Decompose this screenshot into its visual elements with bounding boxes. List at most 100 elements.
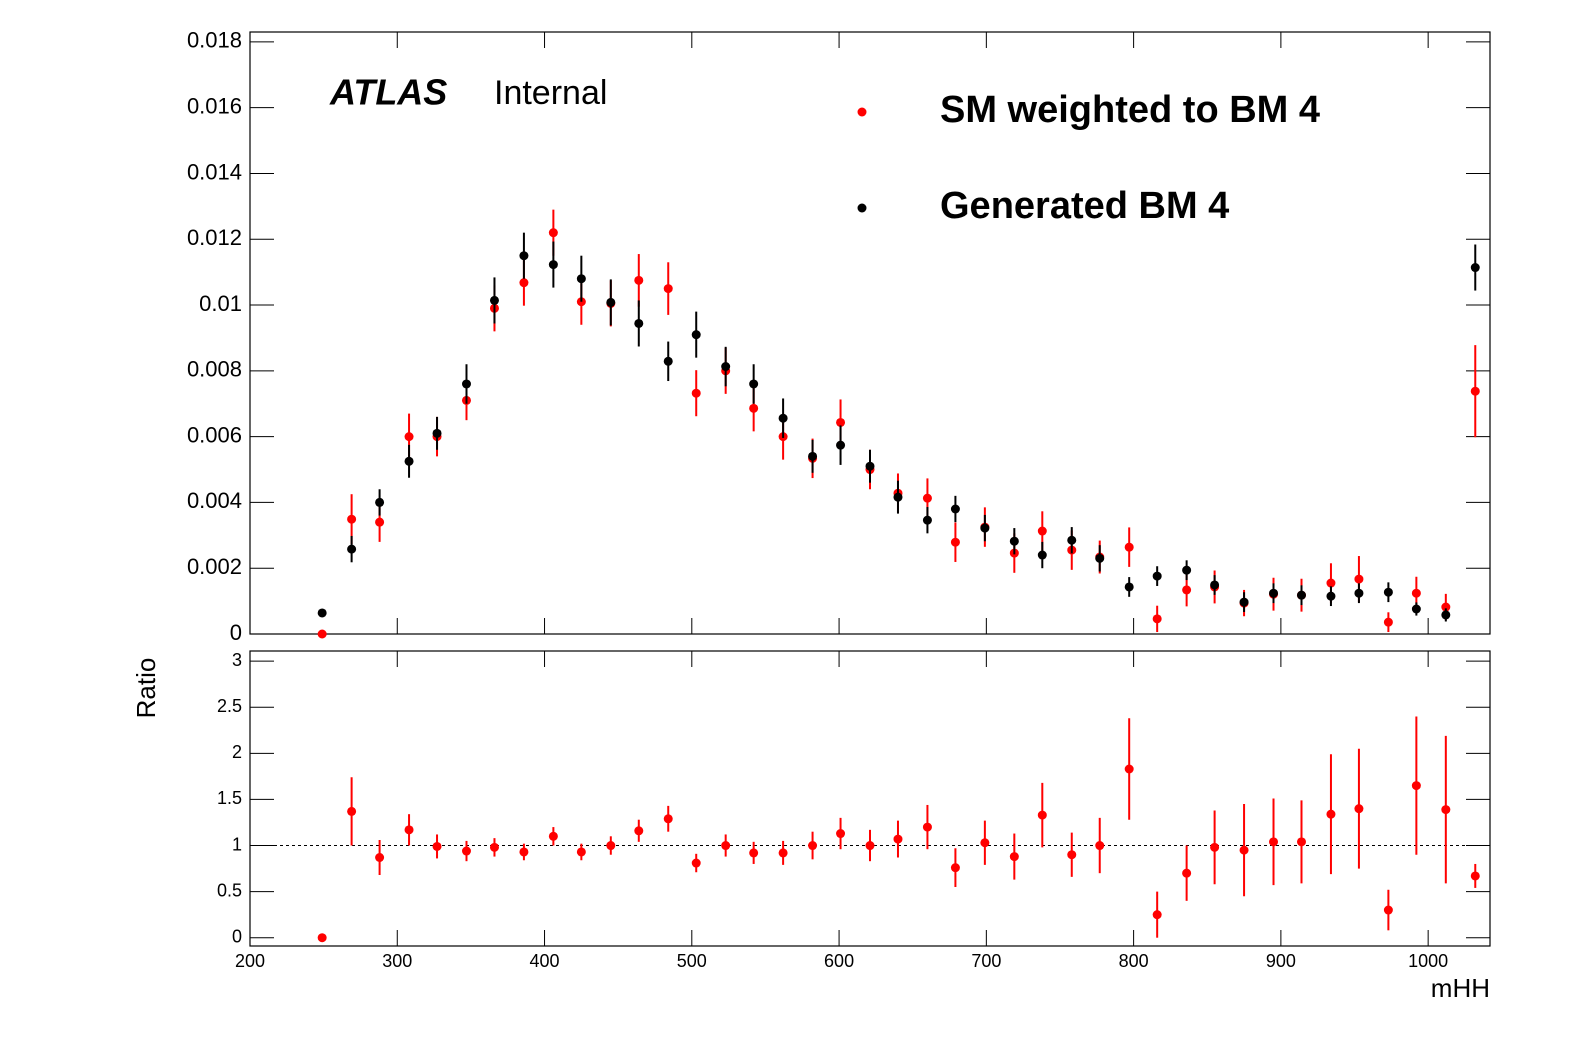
data-point <box>1239 845 1249 855</box>
y-tick-label: 3 <box>232 650 242 670</box>
data-point <box>721 362 731 372</box>
data-point <box>576 847 586 857</box>
data-point <box>808 451 818 461</box>
data-point <box>865 841 875 851</box>
x-axis-label: mHH <box>1431 973 1490 1003</box>
data-point <box>1067 850 1077 860</box>
data-point <box>1095 553 1105 563</box>
data-point <box>634 826 644 836</box>
data-point <box>432 841 442 851</box>
top-frame <box>249 31 1491 635</box>
data-point <box>1037 526 1047 536</box>
data-point <box>808 841 818 851</box>
x-tick-label: 300 <box>382 951 412 971</box>
data-point <box>893 834 903 844</box>
data-point <box>663 284 673 294</box>
data-point <box>922 822 932 832</box>
data-point <box>1124 764 1134 774</box>
data-point <box>634 275 644 285</box>
y-tick-label: 0.002 <box>187 554 242 579</box>
data-point <box>461 846 471 856</box>
y-tick-label: 1 <box>232 834 242 854</box>
y-tick-label: 0.004 <box>187 488 242 513</box>
data-point <box>1210 580 1220 590</box>
data-point <box>317 933 327 943</box>
data-point <box>1470 871 1480 881</box>
data-point <box>1239 597 1249 607</box>
data-point <box>576 274 586 284</box>
data-point <box>1182 585 1192 595</box>
y-tick-label: 0.016 <box>187 93 242 118</box>
data-point <box>1269 837 1279 847</box>
x-tick-label: 900 <box>1266 951 1296 971</box>
data-point <box>634 318 644 328</box>
data-point <box>1009 536 1019 546</box>
data-point <box>317 629 327 639</box>
data-point <box>1124 542 1134 552</box>
y-tick-label: 1.5 <box>217 788 242 808</box>
x-tick-label: 200 <box>235 951 265 971</box>
data-point <box>1210 842 1220 852</box>
legend-label: Generated BM 4 <box>940 185 1229 227</box>
data-point <box>1152 614 1162 624</box>
data-point <box>1182 868 1192 878</box>
data-point <box>1383 617 1393 627</box>
y-axis-label: Ratio <box>131 658 161 719</box>
y-tick-label: 0.5 <box>217 880 242 900</box>
data-point <box>1296 590 1306 600</box>
data-point <box>836 829 846 839</box>
data-point <box>375 497 385 507</box>
data-point <box>1269 588 1279 598</box>
data-point <box>749 379 759 389</box>
atlas-label: ATLAS <box>329 72 447 113</box>
data-point <box>691 858 701 868</box>
data-point <box>1182 565 1192 575</box>
data-point <box>1354 804 1364 814</box>
data-point <box>778 848 788 858</box>
data-point <box>663 814 673 824</box>
data-point <box>950 863 960 873</box>
data-point <box>778 413 788 423</box>
x-tick-label: 400 <box>530 951 560 971</box>
data-point <box>950 537 960 547</box>
data-point <box>691 388 701 398</box>
data-point <box>375 517 385 527</box>
y-tick-label: 0.008 <box>187 357 242 382</box>
data-point <box>347 544 357 554</box>
data-point <box>1326 591 1336 601</box>
x-tick-label: 1000 <box>1408 951 1448 971</box>
data-point <box>1441 602 1451 612</box>
data-point <box>1067 535 1077 545</box>
y-tick-label: 2 <box>232 742 242 762</box>
data-point <box>432 428 442 438</box>
data-point <box>1326 809 1336 819</box>
data-point <box>1383 587 1393 597</box>
data-point <box>347 514 357 524</box>
data-point <box>836 417 846 427</box>
data-point <box>893 492 903 502</box>
data-point <box>489 295 499 305</box>
data-point <box>519 278 529 288</box>
data-point <box>1354 574 1364 584</box>
x-tick-label: 500 <box>677 951 707 971</box>
ratio-frame <box>249 650 1491 947</box>
data-point <box>1411 604 1421 614</box>
data-point <box>1009 852 1019 862</box>
data-point <box>548 260 558 270</box>
data-point <box>1152 910 1162 920</box>
data-point <box>922 515 932 525</box>
data-point <box>749 403 759 413</box>
data-point <box>749 848 759 858</box>
data-point <box>347 806 357 816</box>
data-point <box>1354 588 1364 598</box>
data-point <box>606 841 616 851</box>
data-point <box>606 297 616 307</box>
data-point <box>404 456 414 466</box>
data-point <box>1470 386 1480 396</box>
legend-label: SM weighted to BM 4 <box>940 89 1320 131</box>
data-point <box>721 841 731 851</box>
data-point <box>1095 841 1105 851</box>
x-tick-label: 700 <box>971 951 1001 971</box>
y-tick-label: 0.012 <box>187 225 242 250</box>
